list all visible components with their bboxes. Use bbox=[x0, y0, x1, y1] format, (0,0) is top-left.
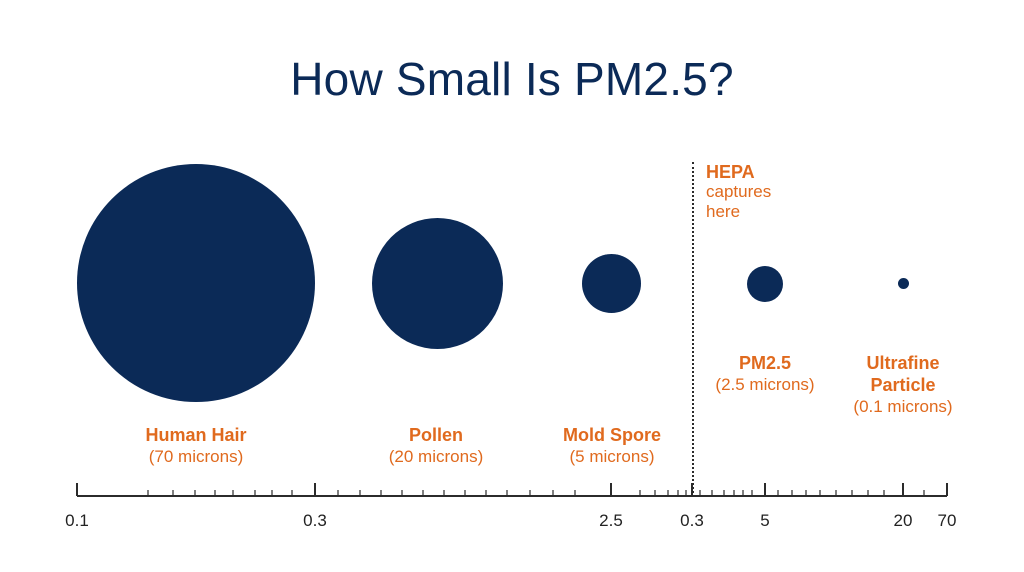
tick-label: 70 bbox=[938, 511, 957, 530]
mold-spore-label: Mold Spore (5 microns) bbox=[563, 425, 661, 466]
ultrafine-circle bbox=[898, 278, 909, 289]
major-ticks bbox=[76, 483, 948, 496]
hepa-label: HEPA captures here bbox=[706, 162, 772, 221]
pm25-label: PM2.5 (2.5 microns) bbox=[715, 353, 815, 394]
pollen-label: Pollen (20 microns) bbox=[388, 425, 484, 466]
human-hair-circle bbox=[77, 164, 315, 402]
minor-ticks bbox=[147, 490, 925, 496]
human-hair-label: Human Hair (70 microns) bbox=[145, 425, 247, 466]
hepa-divider-line bbox=[692, 162, 694, 497]
tick-labels: 0.1 0.3 2.5 0.3 5 20 70 bbox=[65, 511, 956, 530]
tick-label: 2.5 bbox=[599, 511, 623, 530]
tick-label: 20 bbox=[894, 511, 913, 530]
tick-label: 0.3 bbox=[680, 511, 704, 530]
pm25-circle bbox=[747, 266, 783, 302]
tick-label: 0.1 bbox=[65, 511, 89, 530]
mold-spore-circle bbox=[582, 254, 641, 313]
page-title: How Small Is PM2.5? bbox=[290, 53, 734, 105]
tick-label: 5 bbox=[760, 511, 769, 530]
pollen-circle bbox=[372, 218, 503, 349]
ultrafine-label: Ultrafine Particle (0.1 microns) bbox=[853, 353, 953, 416]
tick-label: 0.3 bbox=[303, 511, 327, 530]
